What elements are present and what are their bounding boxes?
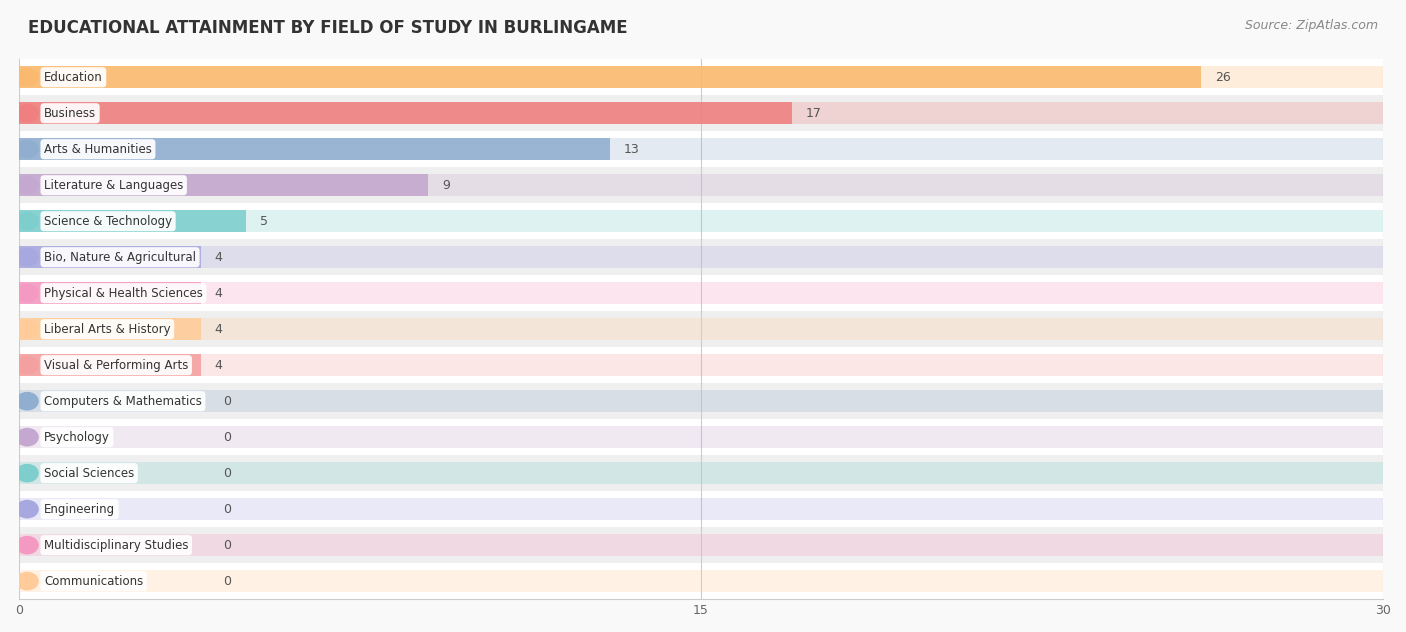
Text: 26: 26 (1215, 71, 1230, 83)
Circle shape (17, 212, 38, 230)
Bar (20, 498, 1384, 520)
Bar (20, 66, 1201, 88)
Bar (20, 318, 1384, 341)
Circle shape (17, 320, 38, 338)
Circle shape (17, 573, 38, 590)
Text: 9: 9 (441, 179, 450, 191)
Circle shape (17, 392, 38, 410)
Bar (20, 527, 1384, 563)
Text: 4: 4 (215, 287, 222, 300)
Bar (20, 210, 1384, 233)
Text: 0: 0 (224, 394, 232, 408)
Bar (20, 354, 201, 376)
Bar (20, 390, 1384, 412)
Text: Arts & Humanities: Arts & Humanities (44, 143, 152, 155)
Circle shape (17, 537, 38, 554)
Bar (20, 239, 1384, 275)
Bar (20, 102, 792, 125)
Bar (20, 138, 1384, 161)
Text: 0: 0 (224, 574, 232, 588)
Text: 4: 4 (215, 359, 222, 372)
Text: Psychology: Psychology (44, 430, 110, 444)
Text: Science & Technology: Science & Technology (44, 215, 172, 228)
Circle shape (17, 140, 38, 158)
Text: 4: 4 (215, 251, 222, 264)
Text: 0: 0 (224, 502, 232, 516)
Bar (20, 491, 1384, 527)
Bar (20, 347, 1384, 383)
Text: Computers & Mathematics: Computers & Mathematics (44, 394, 202, 408)
Bar (20, 246, 1384, 269)
Text: 0: 0 (224, 430, 232, 444)
Text: Social Sciences: Social Sciences (44, 466, 134, 480)
Bar (20, 131, 1384, 167)
Text: 4: 4 (215, 323, 222, 336)
Text: Literature & Languages: Literature & Languages (44, 179, 183, 191)
Text: Education: Education (44, 71, 103, 83)
Bar (20, 210, 246, 233)
Bar (20, 462, 1384, 484)
Circle shape (17, 248, 38, 266)
Bar (20, 570, 1384, 592)
Text: Liberal Arts & History: Liberal Arts & History (44, 323, 170, 336)
Bar (20, 563, 1384, 599)
Bar (20, 534, 1384, 556)
Bar (20, 95, 1384, 131)
Bar (20, 167, 1384, 204)
Text: Engineering: Engineering (44, 502, 115, 516)
Text: Bio, Nature & Agricultural: Bio, Nature & Agricultural (44, 251, 195, 264)
Circle shape (17, 428, 38, 446)
Bar (20, 354, 1384, 376)
Bar (20, 174, 429, 197)
Text: Visual & Performing Arts: Visual & Performing Arts (44, 359, 188, 372)
Bar (20, 282, 1384, 305)
Bar (20, 282, 201, 305)
Bar (20, 59, 1384, 95)
Bar (20, 246, 201, 269)
Bar (20, 204, 1384, 239)
Bar (20, 419, 1384, 455)
Text: 5: 5 (260, 215, 269, 228)
Bar (20, 455, 1384, 491)
Bar (20, 383, 1384, 419)
Text: 0: 0 (224, 538, 232, 552)
Bar (20, 174, 1384, 197)
Text: 17: 17 (806, 107, 821, 119)
Circle shape (17, 501, 38, 518)
Text: 0: 0 (224, 466, 232, 480)
Circle shape (17, 465, 38, 482)
Text: Source: ZipAtlas.com: Source: ZipAtlas.com (1244, 19, 1378, 32)
Text: Multidisciplinary Studies: Multidisciplinary Studies (44, 538, 188, 552)
Circle shape (17, 69, 38, 86)
Circle shape (17, 104, 38, 122)
Circle shape (17, 356, 38, 374)
Text: Business: Business (44, 107, 96, 119)
Circle shape (17, 176, 38, 194)
Bar (20, 66, 1384, 88)
Text: Communications: Communications (44, 574, 143, 588)
Bar (20, 275, 1384, 311)
Text: EDUCATIONAL ATTAINMENT BY FIELD OF STUDY IN BURLINGAME: EDUCATIONAL ATTAINMENT BY FIELD OF STUDY… (28, 19, 627, 37)
Circle shape (17, 284, 38, 302)
Text: 13: 13 (624, 143, 640, 155)
Bar (20, 138, 610, 161)
Bar (20, 318, 201, 341)
Text: Physical & Health Sciences: Physical & Health Sciences (44, 287, 202, 300)
Bar (20, 102, 1384, 125)
Bar (20, 311, 1384, 347)
Bar (20, 426, 1384, 448)
